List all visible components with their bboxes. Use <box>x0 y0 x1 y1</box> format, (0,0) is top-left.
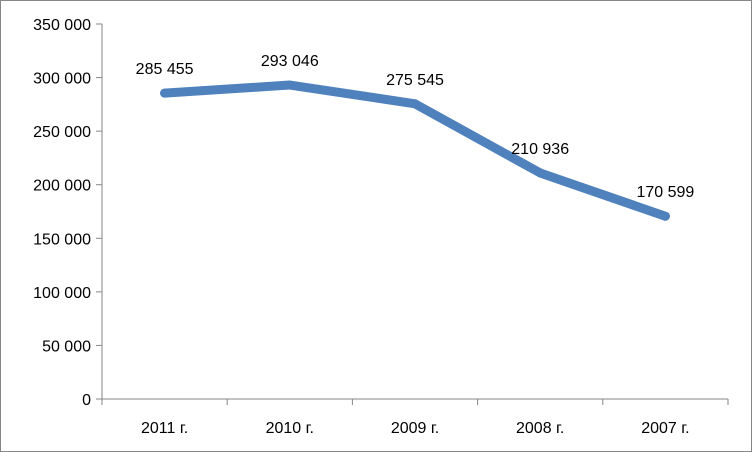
data-label: 210 936 <box>511 141 569 158</box>
x-tick-label: 2008 г. <box>516 420 564 437</box>
y-tick-label: 0 <box>82 392 91 409</box>
y-tick-label: 350 000 <box>33 17 91 34</box>
data-label: 293 046 <box>261 53 319 70</box>
y-tick-label: 300 000 <box>33 71 91 88</box>
data-point <box>660 211 670 221</box>
y-tick-label: 50 000 <box>42 338 91 355</box>
data-point <box>160 88 170 98</box>
series-group <box>160 80 670 221</box>
y-axis-ticks: 0 50 000 100 000 150 000 200 000 250 000 300 0… <box>33 17 102 409</box>
y-tick-label: 150 000 <box>33 231 91 248</box>
y-tick-label: 100 000 <box>33 285 91 302</box>
x-tick-label: 2011 г. <box>141 420 188 437</box>
axes <box>101 24 728 400</box>
x-tick-label: 2009 г. <box>391 420 439 437</box>
data-labels: 285 455 293 046 275 545 210 936 170 599 <box>136 53 695 201</box>
data-point <box>285 80 295 90</box>
data-point <box>410 99 420 109</box>
y-tick-label: 200 000 <box>33 178 91 195</box>
data-label: 275 545 <box>386 72 444 89</box>
x-axis-ticks: 2011 г. 2010 г. 2009 г. 2008 г. 2007 г. <box>101 399 729 437</box>
data-point <box>535 168 545 178</box>
data-label: 285 455 <box>136 61 194 78</box>
data-label: 170 599 <box>636 184 694 201</box>
x-tick-label: 2010 г. <box>266 420 314 437</box>
y-tick-label: 250 000 <box>33 124 91 141</box>
x-tick-label: 2007 г. <box>641 420 689 437</box>
